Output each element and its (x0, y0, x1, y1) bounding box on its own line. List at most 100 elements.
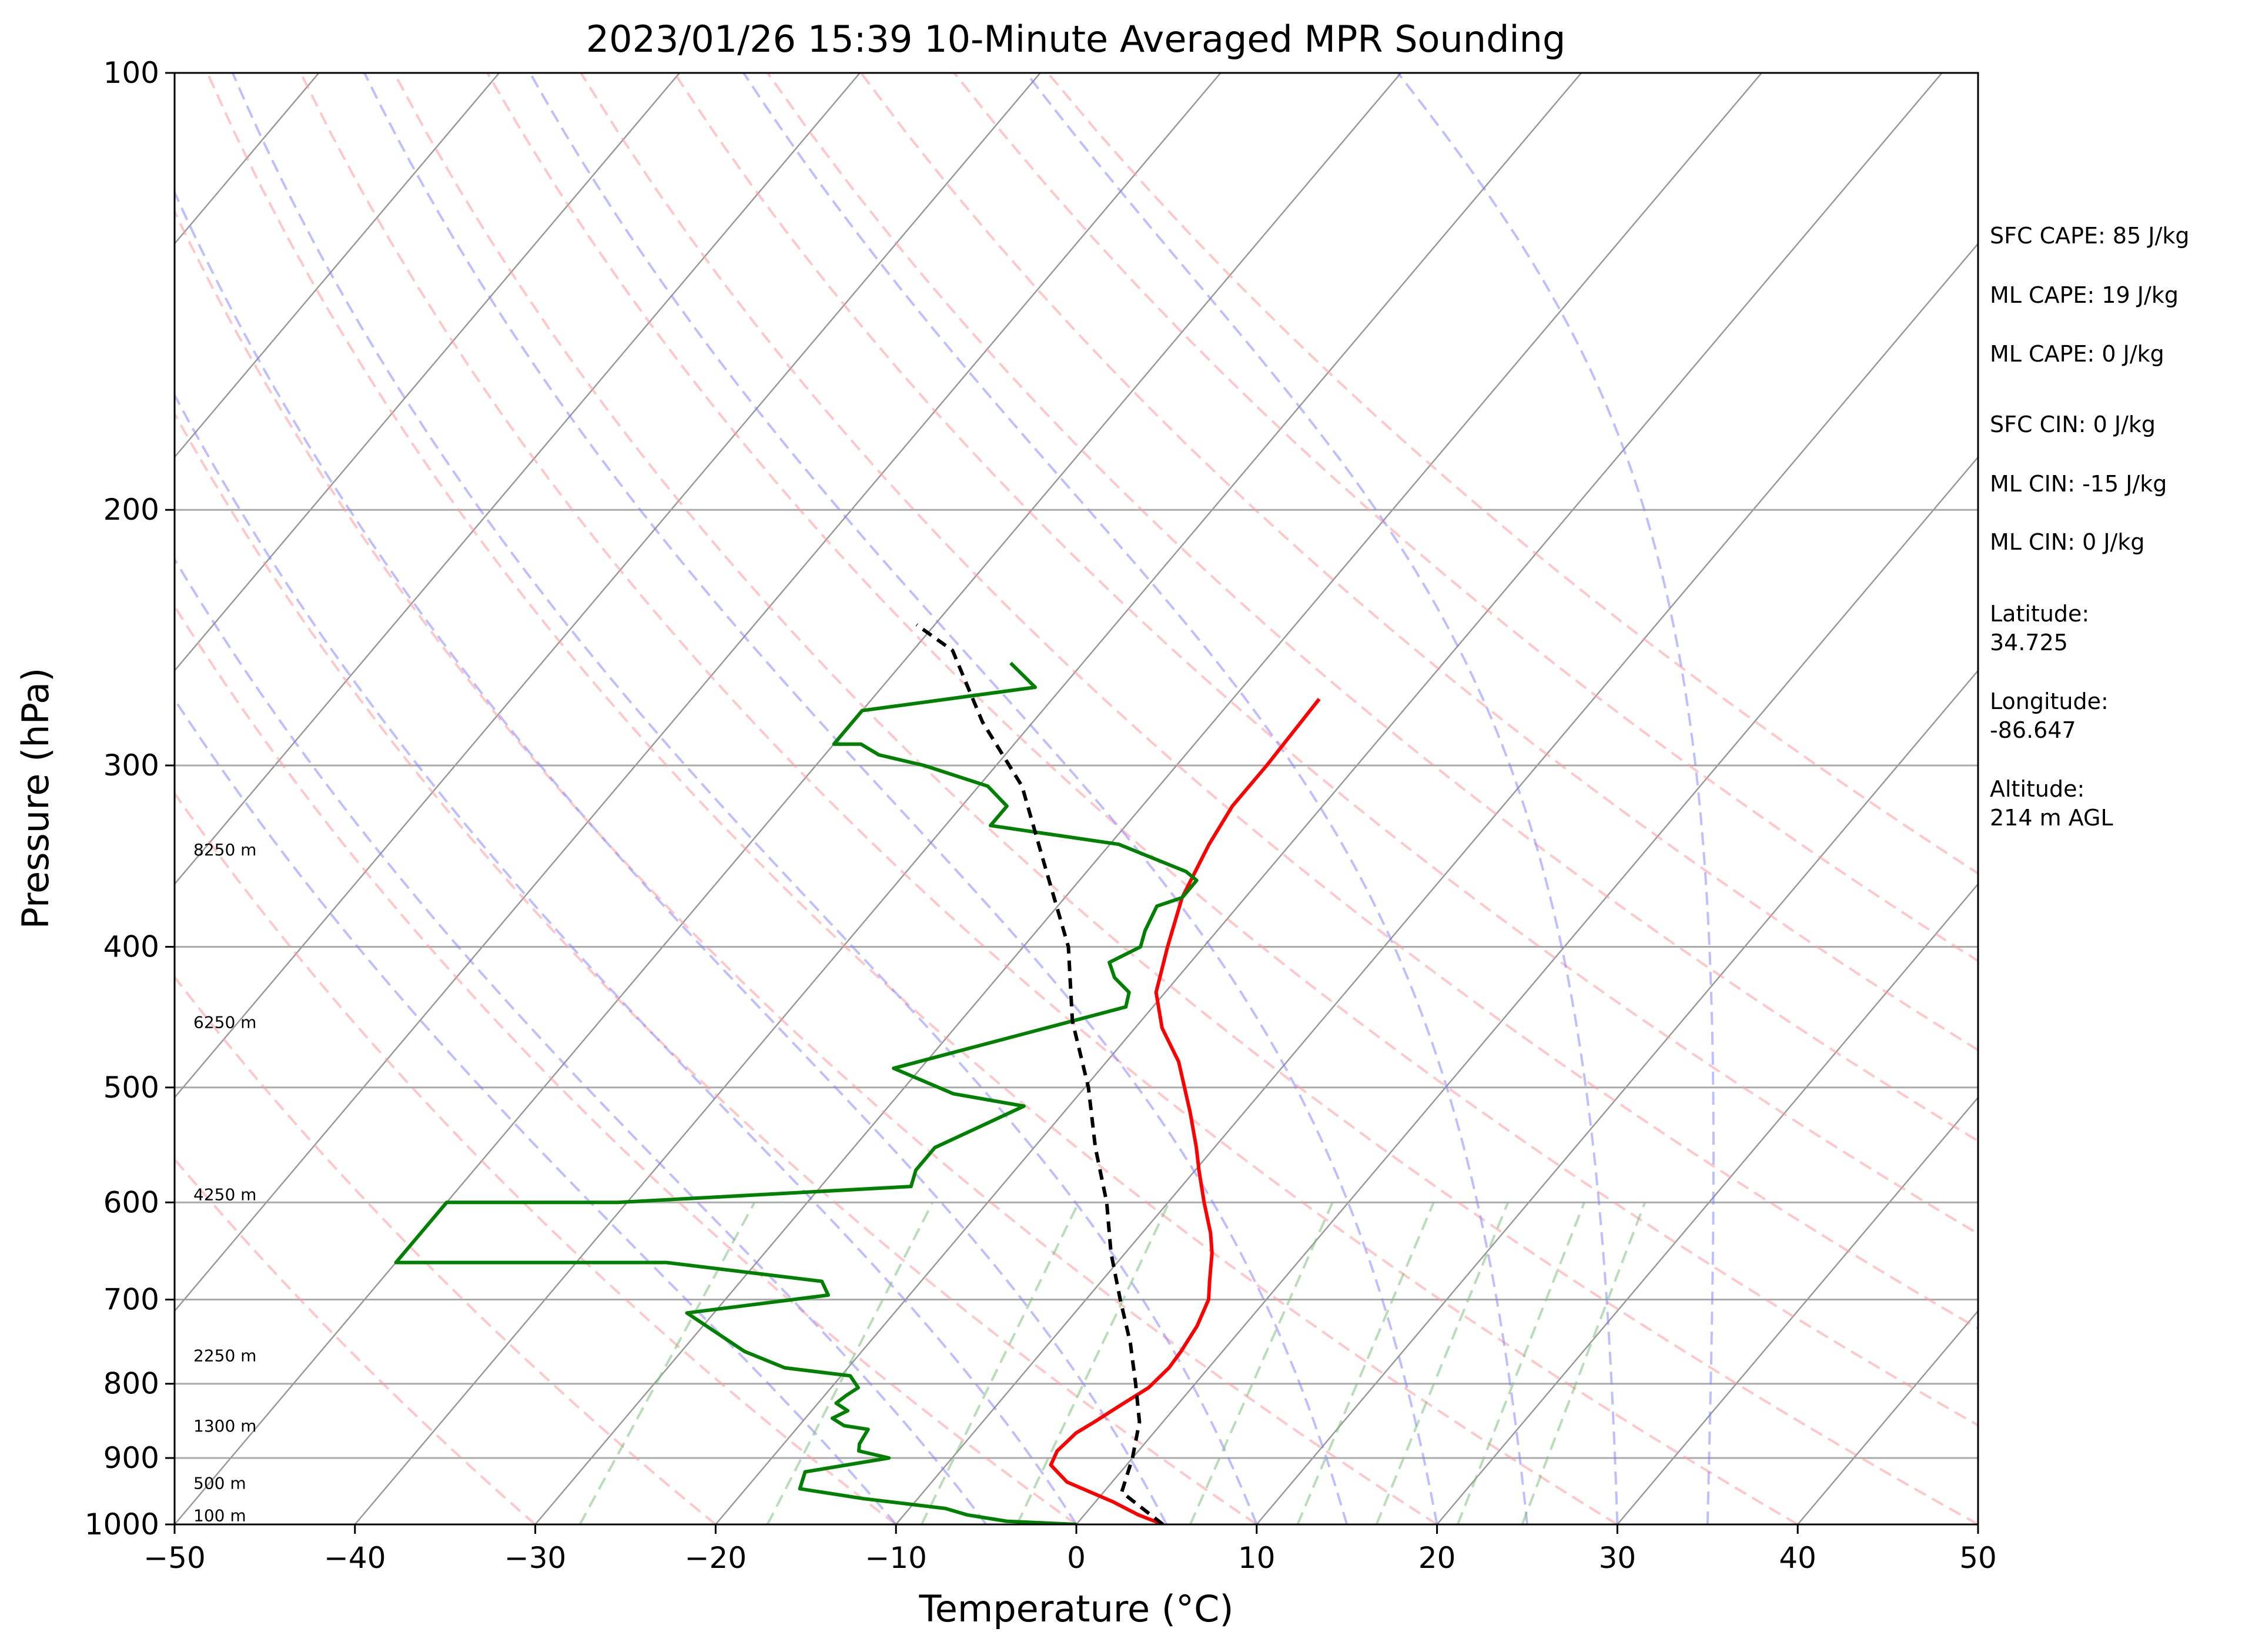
y-tick-label: 1000 (85, 1507, 159, 1541)
height-label: 100 m (193, 1506, 246, 1526)
mixing-ratio-line (1456, 1202, 1586, 1524)
dry-adiabat-line (953, 73, 1978, 962)
height-labels: 100 m 500 m 1300 m 2250 m 4250 m 6250 m 8250 m (193, 840, 256, 1526)
x-tick-label: 0 (1067, 1541, 1086, 1575)
isotherm-line (1436, 882, 1978, 1524)
dry-adiabat-line (206, 73, 1618, 1524)
y-tick-label: 200 (103, 493, 159, 527)
x-tick-label: 20 (1418, 1541, 1456, 1575)
dry-adiabat-line (175, 975, 717, 1524)
dry-adiabat-line (486, 73, 1978, 1427)
sfc-cape-label: SFC CAPE: 85 J/kg (1990, 223, 2190, 249)
isotherm-line (715, 73, 1943, 1524)
y-tick-label: 300 (103, 748, 159, 782)
isotherm-line (175, 73, 500, 459)
ml-cape-label-2: ML CAPE: 0 J/kg (1990, 341, 2164, 367)
moist-adiabat-line (363, 73, 1348, 1524)
y-tick-label: 100 (103, 56, 159, 90)
dry-adiabat-line (175, 411, 1257, 1524)
moist-adiabat-line (231, 73, 1258, 1524)
moist-adiabat-line (1025, 73, 1619, 1524)
isotherm-line (1256, 669, 1978, 1524)
isotherm-line (175, 73, 1222, 1312)
isotherm-line (1617, 1096, 1978, 1524)
dry-adiabat-line (175, 1157, 536, 1524)
dry-adiabat-line (767, 73, 1978, 1143)
isotherm-line (175, 73, 1402, 1524)
height-label: 6250 m (193, 1013, 256, 1032)
moist-adiabat-line (1397, 73, 1715, 1524)
moist-adiabat-line (175, 697, 897, 1524)
dry-adiabat-line (393, 73, 1978, 1524)
dry-adiabat-line (175, 791, 897, 1524)
x-tick-label: −40 (324, 1541, 386, 1575)
height-label: 8250 m (193, 840, 256, 860)
x-tick-label: 40 (1779, 1541, 1816, 1575)
longitude-label: Longitude: (1990, 688, 2109, 714)
dry-adiabat-line (299, 73, 1799, 1524)
dewpoint-profile-line (394, 661, 1199, 1524)
y-tick-label: 400 (103, 929, 159, 964)
x-tick-label: 50 (1959, 1541, 1997, 1575)
y-tick-label: 800 (103, 1367, 159, 1401)
ml-cin-label: ML CIN: -15 J/kg (1990, 471, 2167, 497)
isotherm-line (1076, 456, 1978, 1524)
height-label: 500 m (193, 1473, 246, 1493)
moist-adiabat-line (175, 189, 1168, 1524)
y-tick-label: 600 (103, 1185, 159, 1219)
height-label: 1300 m (193, 1416, 256, 1436)
x-axis-ticks: −50 −40 −30 −20 −10 0 10 20 30 40 50 (143, 1524, 1997, 1575)
mixing-ratio-line (1375, 1202, 1510, 1524)
moist-adiabat-line (528, 73, 1438, 1524)
dry-adiabat-line (175, 604, 1078, 1524)
dry-adiabat-line (1046, 73, 1978, 875)
x-tick-label: −50 (143, 1541, 206, 1575)
y-axis-ticks: 1000 900 800 700 600 500 400 300 200 100 (85, 56, 175, 1541)
x-tick-label: −10 (865, 1541, 927, 1575)
y-tick-label: 500 (103, 1071, 159, 1105)
x-axis-label: Temperature (°C) (918, 1587, 1233, 1630)
moist-adiabat-line (175, 392, 1078, 1524)
height-label: 2250 m (193, 1346, 256, 1366)
isotherm-line (175, 73, 861, 885)
y-axis-label: Pressure (hPa) (14, 668, 57, 929)
y-tick-label: 700 (103, 1283, 159, 1317)
dry-adiabat-line (860, 73, 1978, 1052)
sfc-cin-label: SFC CIN: 0 J/kg (1990, 412, 2156, 437)
isotherm-line (175, 73, 1041, 1099)
mixing-ratio-line (766, 1202, 934, 1524)
altitude-label: Altitude: (1990, 776, 2084, 802)
mixing-ratio-line (1296, 1202, 1435, 1524)
mixing-ratio-line (578, 1202, 756, 1524)
x-tick-label: 10 (1238, 1541, 1276, 1575)
dry-adiabat-line (175, 209, 1438, 1524)
sounding-info-panel: SFC CAPE: 85 J/kg ML CAPE: 19 J/kg ML CA… (1990, 223, 2190, 831)
x-tick-label: 30 (1599, 1541, 1637, 1575)
x-tick-label: −20 (685, 1541, 747, 1575)
dry-adiabat-line (580, 73, 1978, 1330)
moist-adiabat-line (742, 73, 1528, 1524)
data-series (394, 623, 1321, 1524)
mixing-ratio-line (1521, 1202, 1647, 1524)
x-tick-label: −30 (504, 1541, 567, 1575)
height-label: 4250 m (193, 1185, 256, 1205)
y-tick-label: 900 (103, 1441, 159, 1475)
latitude-label: Latitude: (1990, 601, 2089, 627)
longitude-value: -86.647 (1990, 717, 2076, 743)
chart-title: 2023/01/26 15:39 10-Minute Averaged MPR … (586, 18, 1566, 61)
ml-cape-label: ML CAPE: 19 J/kg (1990, 282, 2179, 308)
isotherm-line (175, 73, 680, 672)
parcel-path-line (915, 623, 1164, 1524)
altitude-value: 214 m AGL (1990, 805, 2113, 831)
isotherm-line (534, 73, 1762, 1524)
dry-adiabat-line (673, 73, 1978, 1235)
background-lines (175, 73, 1978, 1524)
moist-adiabat-line (175, 557, 988, 1524)
temperature-profile-line (1049, 698, 1321, 1524)
latitude-value: 34.725 (1990, 630, 2068, 656)
ml-cin-label-2: ML CIN: 0 J/kg (1990, 529, 2144, 555)
isotherm-line (895, 242, 1978, 1524)
isotherm-line (354, 73, 1582, 1524)
